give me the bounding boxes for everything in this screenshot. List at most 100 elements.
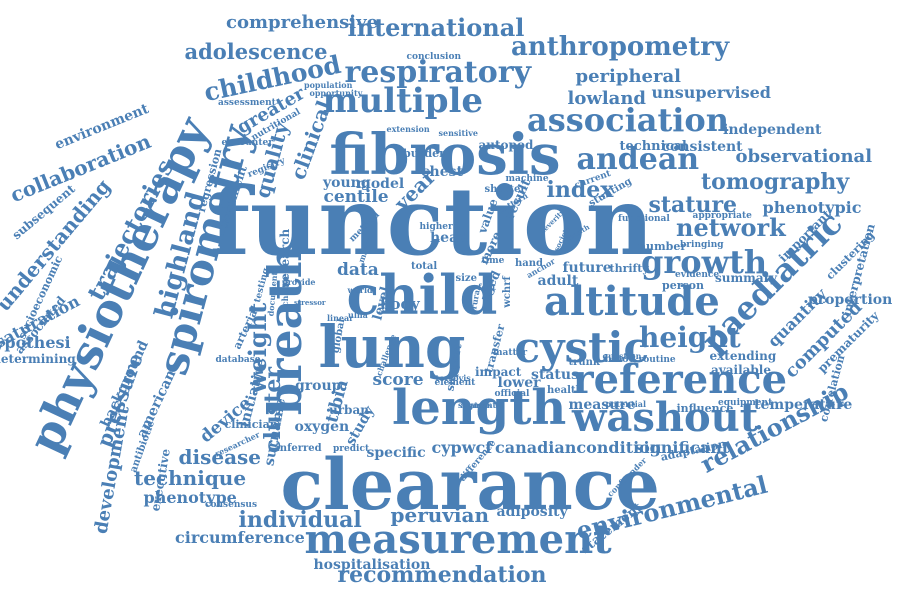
cloud-word: ulna [348, 310, 368, 320]
cloud-word: foot [478, 282, 496, 292]
cloud-word: measure [568, 397, 636, 413]
cloud-word: routine [638, 354, 676, 365]
cloud-word: index [546, 177, 614, 203]
cloud-word: matter [493, 347, 528, 358]
cloud-word: clinician [224, 417, 278, 431]
cloud-word: inferred [276, 443, 322, 454]
cloud-word: encounter [221, 137, 273, 148]
cloud-word: equipment [718, 397, 773, 408]
cloud-word: adult [537, 273, 579, 289]
cloud-word: technique [134, 466, 247, 490]
cloud-word: torsovis [435, 373, 471, 383]
cloud-word: consensus [205, 499, 258, 510]
cloud-word: fibrosis [329, 122, 561, 188]
cloud-word: provide [282, 277, 316, 287]
cloud-word: head [430, 230, 468, 246]
cloud-word: multiple [322, 81, 484, 121]
cloud-word: height [639, 321, 741, 354]
cloud-word: burden [403, 146, 448, 160]
cloud-word: evidence [675, 269, 720, 280]
cloud-word: appropriate [692, 210, 752, 221]
cloud-word: recommendation [337, 562, 547, 588]
cloud-word: temperature [754, 397, 853, 413]
cloud-word: number [638, 239, 687, 253]
cloud-word: chest [421, 164, 463, 180]
cloud-word: linear [327, 313, 354, 323]
cloud-word: growth [641, 243, 768, 281]
cloud-word: tomography [701, 169, 850, 195]
cloud-word: body [380, 294, 420, 313]
cloud-word: lung [318, 313, 466, 381]
cloud-word: question [602, 351, 642, 361]
cloud-word: andean [576, 142, 700, 177]
cloud-word: health [547, 385, 583, 396]
cloud-word: association [527, 101, 730, 139]
cloud-word: adiposity [496, 504, 568, 520]
cloud-word: total [411, 261, 438, 272]
cloud-word: hospitalisation [313, 557, 431, 573]
cloud-word: future [562, 260, 612, 276]
cloud-word: phenotypic [762, 198, 862, 217]
cloud-word: analysis [460, 400, 492, 410]
cloud-word: anthropometry [511, 32, 730, 62]
cloud-word: cystic [514, 323, 650, 372]
cloud-word: peripheral [575, 66, 681, 87]
cloud-word: status [531, 367, 579, 383]
cloud-word: functional [618, 213, 670, 224]
cloud-word: adolescence [184, 38, 328, 64]
cloud-word: clearance [280, 443, 660, 526]
cloud-word: washout [572, 394, 759, 441]
cloud-word: altitude [544, 278, 720, 325]
cloud-word: opportunity [309, 88, 363, 98]
cloud-word: reference [572, 356, 788, 403]
cloud-word: technical [619, 138, 687, 154]
cloud-word: available [711, 363, 771, 377]
cloud-word: network [676, 213, 786, 242]
cloud-word: respiratory [344, 55, 532, 90]
cloud-word: extending [709, 349, 777, 363]
cloud-word: centile [323, 186, 389, 207]
cloud-word: hypothesi [0, 333, 71, 352]
cloud-word: length [392, 380, 567, 436]
cloud-word: canadiancondition [495, 438, 662, 457]
cloud-word: wchrf [501, 276, 513, 308]
cloud-word: influence [676, 401, 734, 415]
cloud-word: time [481, 255, 505, 266]
cloud-word: significant [634, 438, 730, 457]
cloud-word: circumference [175, 528, 305, 547]
cloud-word: proportion [808, 292, 893, 308]
cloud-word: machine [505, 173, 549, 184]
cloud-word: data [337, 259, 379, 280]
cloud-word: score [372, 369, 424, 390]
cloud-word: bringing [680, 239, 724, 250]
cloud-word: lower [497, 375, 541, 391]
cloud-word: phenotype [143, 488, 237, 507]
cloud-word: model [356, 176, 405, 192]
cloud-word: official [494, 388, 530, 399]
cloud-word: population [304, 80, 353, 90]
cloud-word: size [455, 273, 477, 284]
cloud-word: extension [386, 124, 430, 134]
cloud-word: potential [605, 399, 647, 409]
cloud-word: person [662, 278, 705, 292]
cloud-word: unsupervised [651, 83, 771, 102]
cloud-word: urban [329, 403, 369, 417]
cloud-word: trunk [568, 357, 600, 368]
cloud-word: higher [419, 221, 453, 232]
cloud-word: child [346, 263, 498, 327]
cloud-word: group [295, 378, 342, 394]
cloud-word: young [323, 175, 371, 191]
cloud-word: impact [475, 365, 522, 379]
cloud-word: segment [458, 400, 497, 410]
cloud-word: consistent [661, 139, 743, 155]
cloud-word: assessment [218, 97, 276, 108]
cloud-word: summary [715, 271, 777, 285]
cloud-word: oxygen [294, 419, 350, 435]
cloud-word: sensitive [438, 128, 478, 138]
cloud-word: blood [604, 354, 636, 365]
cloud-word: hand [515, 258, 544, 269]
cloud-word: specific [366, 445, 426, 461]
cloud-word: stressor [294, 297, 326, 307]
cloud-word: individual [238, 507, 362, 533]
